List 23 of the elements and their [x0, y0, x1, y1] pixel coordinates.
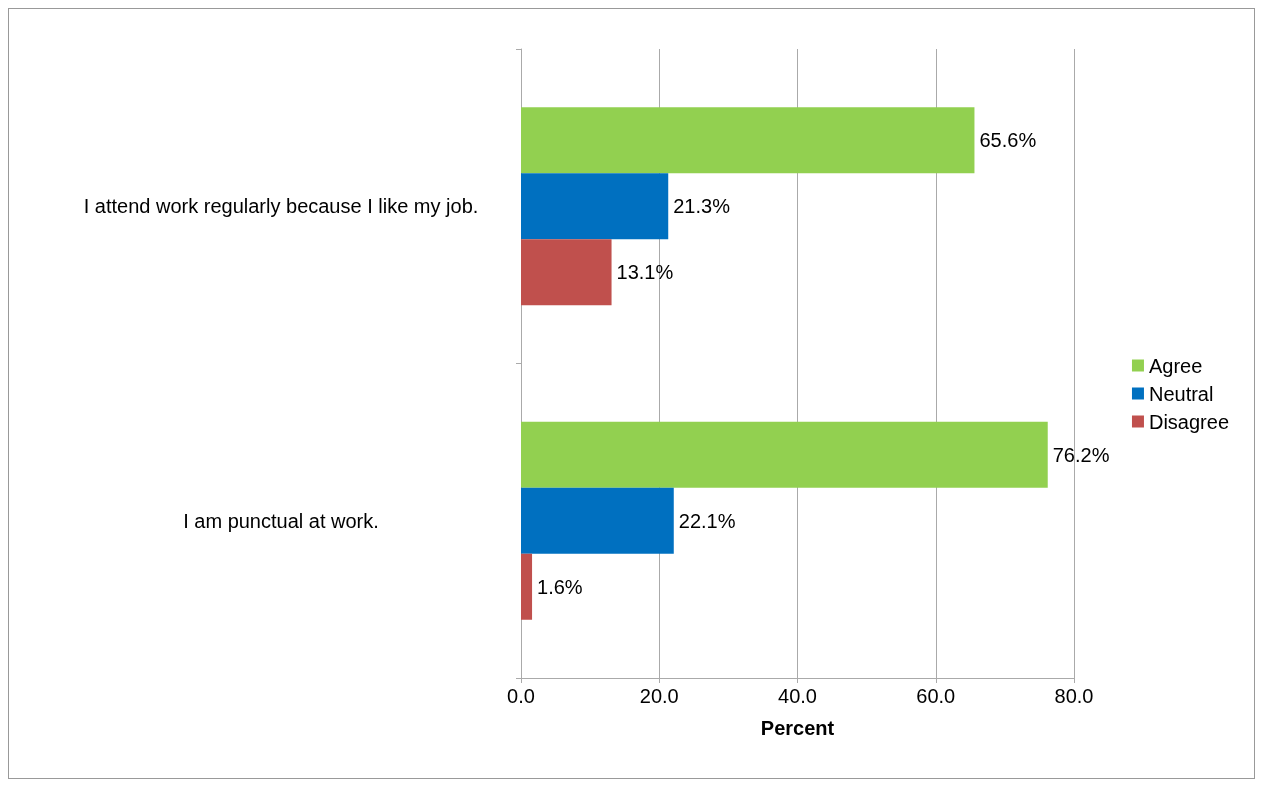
bar [521, 553, 533, 620]
data-label: 65.6% [979, 129, 1037, 152]
x-tick-label: 20.0 [639, 685, 679, 707]
legend-label: Neutral [1148, 382, 1214, 405]
legend-label: Agree [1148, 354, 1203, 377]
bar [521, 239, 612, 306]
x-tick-label: 60.0 [916, 685, 956, 707]
bar [521, 421, 1048, 488]
data-label: 1.6% [537, 575, 583, 598]
y-tick-label: I attend work regularly because I like my job. [83, 195, 479, 218]
legend-label: Disagree [1148, 410, 1230, 433]
x-axis-title: Percent [760, 717, 835, 739]
data-label: 13.1% [616, 261, 674, 284]
x-tick-label: 40.0 [778, 685, 817, 707]
bar [521, 487, 674, 554]
data-label: 22.1% [678, 509, 736, 532]
bar [521, 107, 975, 174]
x-tick-label: 80.0 [1054, 685, 1094, 707]
x-tick-label: 0.0 [507, 685, 535, 707]
y-tick-label: I am punctual at work. [183, 509, 379, 532]
data-label: 21.3% [673, 195, 731, 218]
data-label: 76.2% [1052, 443, 1110, 466]
bar [521, 173, 669, 240]
